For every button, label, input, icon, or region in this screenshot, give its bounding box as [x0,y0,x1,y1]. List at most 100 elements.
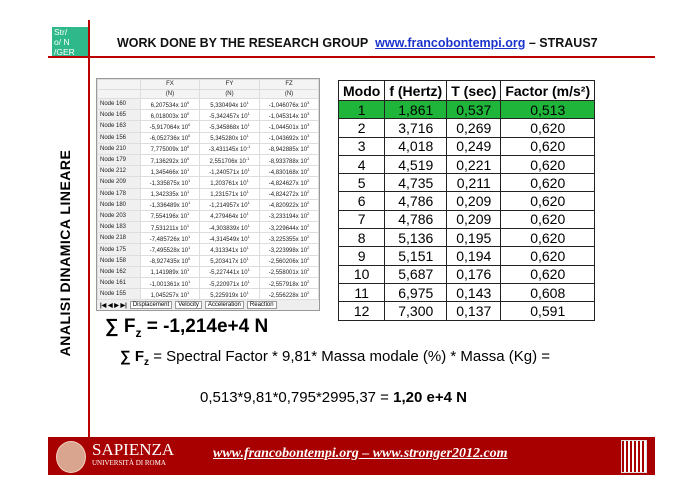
force-value: 1,141989x 101 [140,265,200,279]
mantissa: -1,044501x 10 [268,124,308,131]
exponent: 0 [187,99,190,105]
tab-displacement[interactable]: Displacement [129,301,173,310]
mode-cell: 4,786 [384,191,448,211]
mantissa: 7,136292x 10 [150,158,188,165]
exponent: 3 [307,110,310,116]
exponent: -1 [246,144,251,150]
table-row[interactable]: Node 209 -1,335875x 101 1,203761x 101 -4,82… [97,176,319,189]
tab-nav-arrows[interactable]: |◀ ◀ ▶ ▶| [100,302,127,309]
mantissa: 7,775009x 10 [150,147,188,154]
mantissa: -8,933788x 10 [268,158,308,165]
col-header-fx[interactable]: FX [140,79,200,90]
force-value: -2,556228x 102 [259,288,319,301]
col-header-fz[interactable]: FZ [259,79,319,90]
mode-row: 9 5,151 0,194 0,620 [337,246,596,266]
table-row[interactable]: Node 160 6,207534x 100 5,330494x 101 -1,046… [97,97,319,111]
table-row[interactable]: Node 156 -6,052736x 100 5,345280x 101 -1,04… [97,131,319,144]
unit-fy: (N) [198,88,261,99]
exponent: 1 [187,189,190,195]
mantissa: 4,279464x 10 [210,214,247,221]
mantissa: -7,495528x 10 [149,248,189,255]
mantissa: -3,223998x 10 [268,248,308,255]
stronger-emblem-icon [621,440,647,473]
mode-cell: 7,300 [384,301,448,321]
force-value: 2,551706x 10-1 [198,153,261,167]
table-row[interactable]: Node 179 7,136292x 100 2,551706x 10-1 -8,93… [97,153,319,167]
exponent: 2 [307,289,310,295]
force-value: 5,330494x 101 [198,97,261,111]
mode-cell: 7 [337,209,386,230]
tab-velocity[interactable]: Velocity [175,301,202,310]
mantissa: -4,824627x 10 [268,180,308,187]
node-label: Node 218 [97,232,141,245]
exponent: -1 [245,155,250,161]
exponent: 0 [187,155,190,161]
table-row[interactable]: Node 210 7,775009x 100 -3,431145x 10-1 -8,9… [97,142,319,155]
mode-row: 5 4,735 0,211 0,620 [337,173,596,193]
header-period: T (sec) [446,80,502,101]
table-row[interactable]: Node 161 -1,001361x 101 -5,220971x 101 -2,5… [97,276,319,290]
mantissa: 1,345466x 10 [150,169,188,176]
table-row[interactable]: Node 158 -8,927435x 100 5,203417x 101 -2,56… [97,254,319,267]
mantissa: -1,335875x 10 [149,180,189,187]
mode-cell: 2 [337,118,386,138]
mode-cell: 11 [337,282,386,303]
mode-cell: 0,209 [446,191,502,211]
exponent: 1 [188,200,191,206]
exponent: 1 [247,233,250,239]
force-value: -1,336489x 101 [140,198,200,211]
mode-row: 4 4,519 0,221 0,620 [337,154,596,175]
force-value: -2,557918x 102 [259,276,319,290]
calculation: 0,513*9,81*0,795*2995,37 = 1,20 e+4 N [200,389,467,406]
table-row[interactable]: Node 203 7,554196x 101 4,279464x 101 -3,233… [97,209,319,223]
force-value: 4,313341x 101 [198,243,261,256]
force-value: -5,917064x 100 [140,120,200,133]
exponent: 2 [307,267,310,273]
table-row[interactable]: Node 165 6,018003x 100 -5,342457x 101 -1,04… [97,109,319,122]
title-text: WORK DONE BY THE RESEARCH GROUP [117,36,369,50]
force-value: 1,045257x 101 [140,288,200,301]
table-row[interactable]: Node 218 -7,485726x 101 -4,314549x 101 -3,2… [97,232,319,245]
force-value: -4,314549x 101 [198,232,261,245]
mode-cell: 4,735 [384,173,448,193]
table-row[interactable]: Node 155 1,045257x 101 5,225919x 101 -2,556… [97,288,319,301]
mode-cell: 3,716 [384,118,448,138]
mode-cell: 0,620 [500,136,596,156]
tab-reaction[interactable]: Reaction [246,301,277,310]
exponent: 0 [188,256,191,262]
mantissa: 5,330494x 10 [210,102,247,109]
table-row[interactable]: Node 212 1,345466x 101 -1,240571x 101 -4,83… [97,165,319,178]
modes-table: Modo f (Hertz) T (sec) Factor (m/s²) 1 1,… [337,80,596,321]
mode-cell: 0,249 [446,136,502,156]
table-row[interactable]: Node 183 7,531211x 101 -4,303839x 101 -3,22… [97,221,319,234]
col-header-fy[interactable]: FY [198,79,261,90]
exponent: 1 [188,177,191,183]
tab-acceleration[interactable]: Acceleration [204,301,244,310]
footer-links[interactable]: www.francobontempi.org – www.stronger201… [213,446,508,461]
exponent: 1 [188,233,191,239]
force-value: -1,214957x 101 [198,198,261,211]
corner-cell [97,79,141,90]
unit-fx: (N) [140,88,200,99]
exponent: 1 [246,289,249,295]
title-link[interactable]: www.francobontempi.org [375,36,526,50]
mode-cell: 0,194 [446,246,502,266]
mode-row: 1 1,861 0,537 0,513 [337,99,596,120]
table-row[interactable]: Node 178 1,342335x 101 1,231571x 101 -4,824… [97,187,319,200]
exponent: 1 [246,99,249,105]
force-value: -6,052736x 100 [140,131,200,144]
mantissa: 1,231571x 10 [210,192,247,199]
mantissa: -5,342457x 10 [209,113,248,120]
table-row[interactable]: Node 175 -7,495528x 101 4,313341x 101 -3,22… [97,243,319,256]
mantissa: -2,560206x 10 [268,259,308,266]
force-value: 1,345466x 101 [140,165,200,178]
table-row[interactable]: Node 162 1,141989x 101 -5,227441x 101 -2,55… [97,265,319,279]
table-row[interactable]: Node 163 -5,917064x 100 -5,345868x 101 -1,0… [97,120,319,133]
table-row[interactable]: Node 180 -1,336489x 101 -1,214957x 101 -4,8… [97,198,319,211]
calc-expression: 0,513*9,81*0,795*2995,37 = [200,389,394,406]
mode-cell: 0,620 [500,191,596,211]
node-label: Node 160 [97,97,141,111]
mode-row: 7 4,786 0,209 0,620 [337,209,596,230]
mode-cell: 0,137 [446,301,502,321]
mode-cell: 5,136 [384,228,448,248]
